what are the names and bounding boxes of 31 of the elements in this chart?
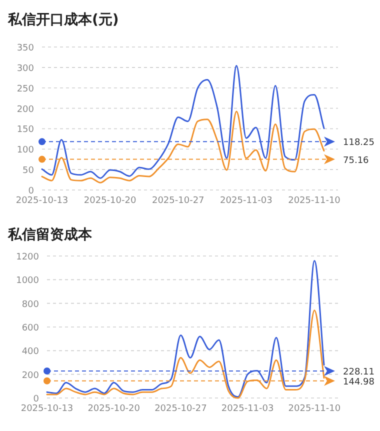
y-tick-label: 200 — [22, 370, 40, 381]
x-tick-label: 2025-11-03 — [220, 196, 272, 206]
ref-line-label: 118.25 — [343, 138, 374, 148]
x-tick-label: 2025-10-27 — [154, 404, 207, 414]
y-tick-label: 250 — [16, 84, 34, 94]
x-tick-label: 2025-10-27 — [152, 196, 204, 206]
y-tick-label: 300 — [16, 64, 34, 74]
y-tick-label: 200 — [16, 104, 34, 115]
y-tick-label: 1000 — [16, 276, 40, 286]
y-tick-label: 600 — [22, 324, 40, 334]
x-tick-label: 2025-10-20 — [88, 404, 140, 414]
chart-title: 私信留资成本 — [7, 227, 93, 243]
x-tick-label: 2025-10-13 — [16, 196, 68, 206]
x-tick-label: 2025-10-13 — [20, 404, 74, 414]
y-tick-label: 400 — [22, 347, 40, 358]
y-tick-label: 150 — [16, 125, 34, 136]
ref-line-label: 144.98 — [343, 377, 375, 388]
y-tick-label: 0 — [33, 394, 40, 404]
y-tick-label: 50 — [22, 166, 34, 176]
ref-line-label: 75.16 — [343, 156, 370, 166]
y-tick-label: 800 — [22, 300, 40, 310]
x-tick-label: 2025-10-20 — [84, 196, 136, 206]
y-tick-label: 0 — [28, 186, 34, 196]
y-tick-label: 350 — [16, 44, 34, 54]
x-tick-label: 2025-11-10 — [288, 196, 341, 206]
y-tick-label: 100 — [16, 146, 34, 156]
ref-line-label: 228.11 — [343, 368, 374, 378]
y-tick-label: 1200 — [16, 252, 40, 262]
x-tick-label: 2025-11-10 — [288, 404, 341, 414]
x-tick-label: 2025-11-03 — [221, 404, 274, 414]
chart-title: 私信开口成本(元) — [7, 12, 119, 28]
